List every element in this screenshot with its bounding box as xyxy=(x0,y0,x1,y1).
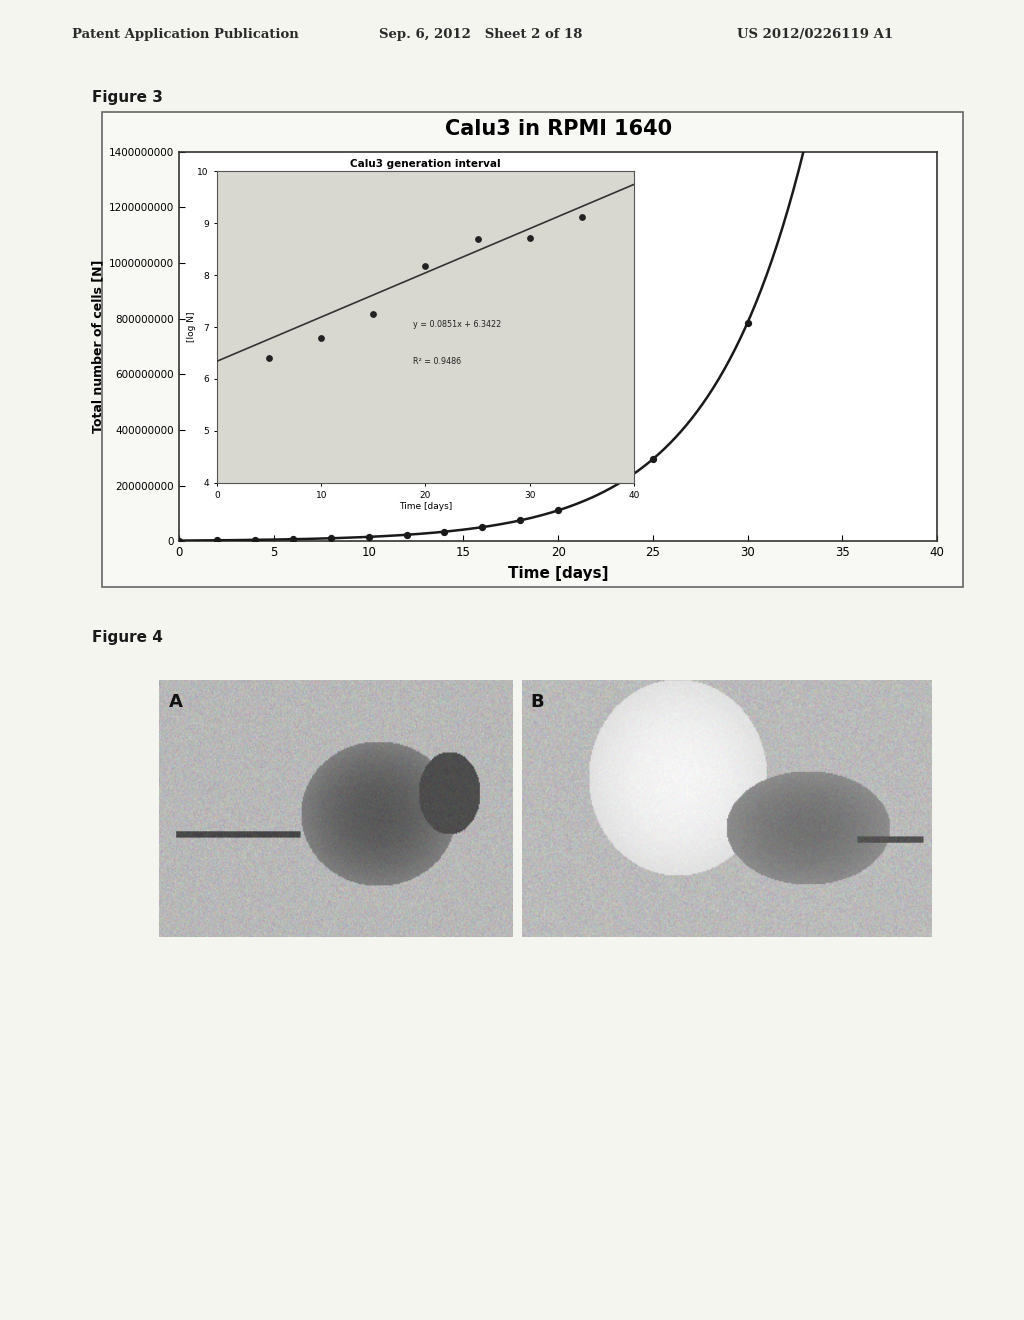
Point xyxy=(398,524,415,545)
Text: US 2012/0226119 A1: US 2012/0226119 A1 xyxy=(737,28,893,41)
Point xyxy=(645,449,662,470)
Point xyxy=(171,531,187,552)
Text: Sep. 6, 2012   Sheet 2 of 18: Sep. 6, 2012 Sheet 2 of 18 xyxy=(379,28,583,41)
Point xyxy=(436,521,453,543)
Text: A: A xyxy=(169,693,183,710)
Title: Calu3 in RPMI 1640: Calu3 in RPMI 1640 xyxy=(444,119,672,139)
Point xyxy=(360,527,377,548)
Point xyxy=(247,529,263,550)
Text: Figure 4: Figure 4 xyxy=(92,630,163,644)
Point xyxy=(739,312,756,333)
X-axis label: Time [days]: Time [days] xyxy=(508,566,608,581)
Point xyxy=(323,528,339,549)
Y-axis label: Total number of cells [N]: Total number of cells [N] xyxy=(92,260,104,433)
Text: Figure 3: Figure 3 xyxy=(92,90,163,104)
Point xyxy=(550,500,566,521)
Point xyxy=(474,516,490,537)
Point xyxy=(209,529,225,550)
Point xyxy=(512,510,528,531)
Text: Patent Application Publication: Patent Application Publication xyxy=(72,28,298,41)
Text: B: B xyxy=(530,693,544,710)
Point xyxy=(285,528,301,549)
